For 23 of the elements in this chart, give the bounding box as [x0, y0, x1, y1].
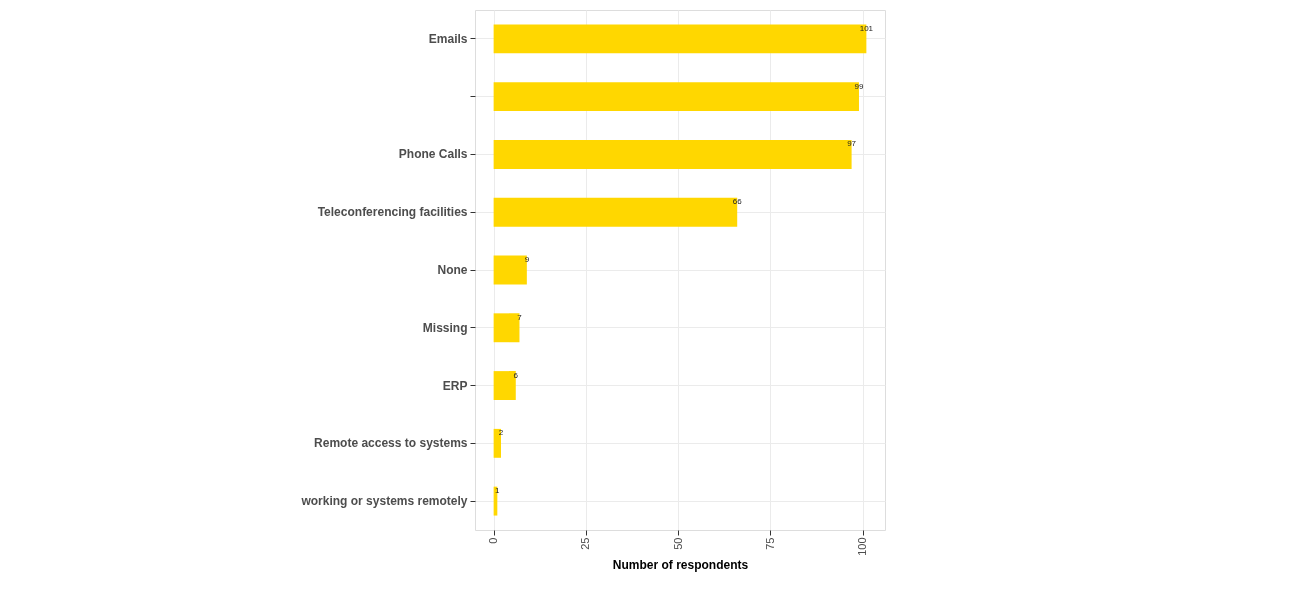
data-label: 7 [517, 312, 523, 322]
y-tick-label: None [437, 263, 468, 277]
data-label: 6 [513, 370, 519, 380]
y-tick-label: Missing [422, 320, 468, 335]
x-tick-label: 25 [579, 537, 592, 550]
x-tick-label: 100 [856, 537, 869, 556]
x-tick-label: 0 [487, 537, 500, 544]
y-tick-label: Phone Calls [398, 147, 468, 162]
y-tick-label: Remote access to systems [314, 436, 468, 451]
bar [493, 371, 516, 400]
y-tick-label: ERP [442, 378, 468, 393]
y-tick-label: Emails [428, 31, 468, 46]
x-tick-label: 50 [671, 537, 684, 550]
x-tick-label: 75 [763, 537, 776, 550]
data-label: 9 [524, 255, 530, 264]
y-tick-label: Teleconferencing facilities [317, 205, 468, 220]
data-label: 2 [498, 428, 504, 438]
bar [493, 255, 527, 285]
bar [493, 313, 520, 343]
bar [493, 428, 502, 458]
y-tick-label: working or systems remotely [300, 494, 468, 509]
data-label: 1 [495, 486, 501, 496]
x-axis-title: Number of respondents [612, 557, 749, 572]
